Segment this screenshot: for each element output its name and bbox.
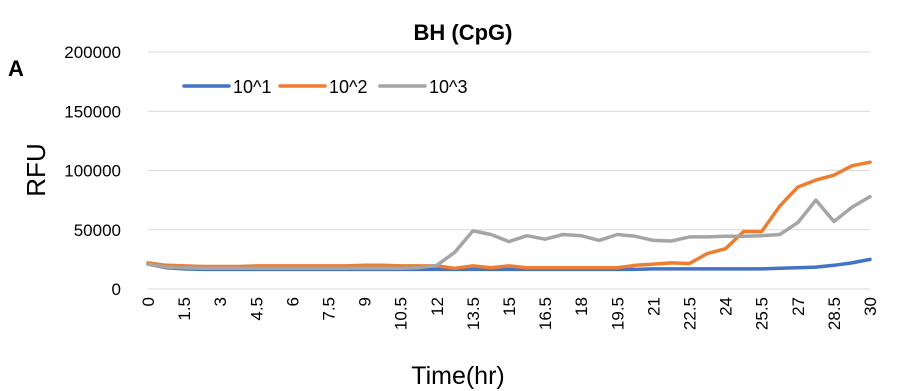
x-tick-label: 21 xyxy=(644,297,663,316)
x-tick-label: 25.5 xyxy=(753,297,772,330)
panel-label: A xyxy=(8,56,24,81)
y-axis-label: RFU xyxy=(21,143,51,196)
x-tick-label: 13.5 xyxy=(464,297,483,330)
x-tick-label: 12 xyxy=(428,297,447,316)
chart-title: BH (CpG) xyxy=(414,20,513,45)
x-tick-label: 24 xyxy=(717,297,736,316)
x-tick-label: 19.5 xyxy=(608,297,627,330)
x-axis-ticks: 0 1.5 3 4.5 6 7.5 9 10.5 12 13.5 15 16.5 18 19.5 21 22.… xyxy=(139,297,880,330)
y-tick-label: 50000 xyxy=(74,221,121,240)
x-tick-label: 27 xyxy=(789,297,808,316)
legend: 10^1 10^2 10^3 xyxy=(182,77,467,97)
y-tick-label: 150000 xyxy=(64,102,121,121)
x-tick-label: 4.5 xyxy=(247,297,266,321)
x-tick-label: 9 xyxy=(356,297,375,306)
y-tick-label: 0 xyxy=(112,280,121,299)
x-tick-label: 7.5 xyxy=(320,297,339,321)
x-tick-label: 3 xyxy=(211,297,230,306)
x-tick-label: 6 xyxy=(283,297,302,306)
legend-label-2: 10^2 xyxy=(329,77,367,97)
legend-label-3: 10^3 xyxy=(429,77,467,97)
x-tick-label: 16.5 xyxy=(536,297,555,330)
x-tick-label: 10.5 xyxy=(392,297,411,330)
series-line-2 xyxy=(146,160,872,271)
x-tick-label: 15 xyxy=(500,297,519,316)
y-axis-ticks: 0 50000 100000 150000 200000 xyxy=(64,43,121,299)
x-tick-label: 0 xyxy=(139,297,158,306)
x-tick-label: 1.5 xyxy=(175,297,194,321)
x-tick-label: 22.5 xyxy=(681,297,700,330)
x-tick-label: 18 xyxy=(572,297,591,316)
y-tick-label: 200000 xyxy=(64,43,121,62)
x-tick-label: 28.5 xyxy=(825,297,844,330)
x-tick-label: 30 xyxy=(861,297,880,316)
x-axis-label: Time(hr) xyxy=(411,362,505,390)
y-tick-label: 100000 xyxy=(64,162,121,181)
legend-label-1: 10^1 xyxy=(233,77,271,97)
series-line-3 xyxy=(146,194,872,271)
series-lines xyxy=(146,160,872,272)
